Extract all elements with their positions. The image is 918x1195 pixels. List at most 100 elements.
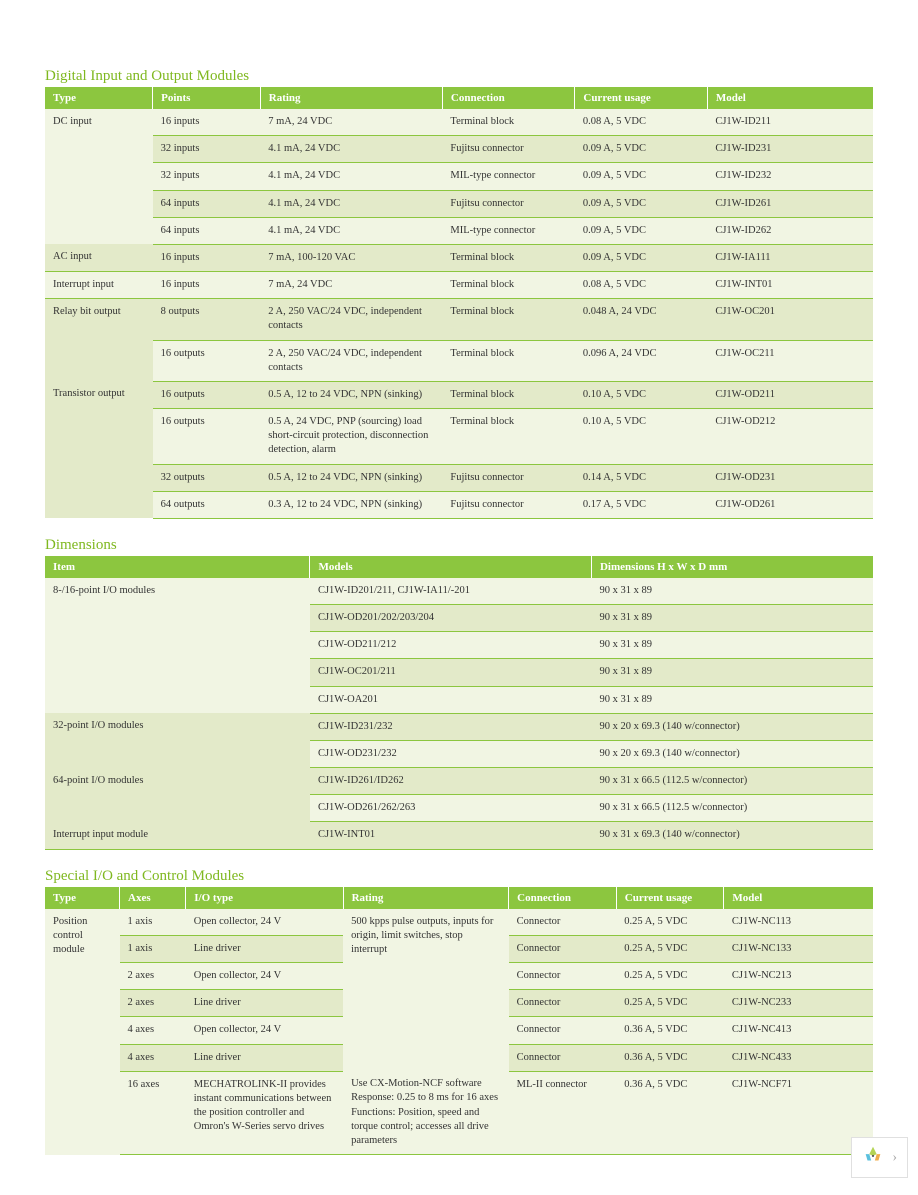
table-cell: Terminal block bbox=[442, 109, 574, 136]
table-cell: DC input bbox=[45, 109, 153, 244]
table-cell: Line driver bbox=[186, 1044, 343, 1071]
section-title-io: Digital Input and Output Modules bbox=[45, 68, 873, 85]
table-cell: MECHATROLINK-II provides instant communi… bbox=[186, 1071, 343, 1154]
table-cell: CJ1W-OD261/262/263 bbox=[310, 795, 592, 822]
table-cell: CJ1W-OD212 bbox=[707, 409, 873, 465]
table-cell: 90 x 31 x 69.3 (140 w/connector) bbox=[591, 822, 873, 849]
table-cell: 0.10 A, 5 VDC bbox=[575, 381, 707, 408]
table-cell: 0.09 A, 5 VDC bbox=[575, 244, 707, 271]
table-row: 64-point I/O modulesCJ1W-ID261/ID26290 x… bbox=[45, 768, 873, 795]
table-cell: 2 A, 250 VAC/24 VDC, independent contact… bbox=[260, 340, 442, 381]
table-cell: 32 inputs bbox=[153, 163, 261, 190]
table-cell: 4.1 mA, 24 VDC bbox=[260, 217, 442, 244]
table-row: AC input16 inputs7 mA, 100-120 VACTermin… bbox=[45, 244, 873, 271]
table-cell: CJ1W-NC233 bbox=[724, 990, 873, 1017]
chevron-right-icon: › bbox=[892, 1150, 897, 1166]
table-row: Relay bit output8 outputs2 A, 250 VAC/24… bbox=[45, 299, 873, 340]
table-row: 64 inputs4.1 mA, 24 VDCFujitsu connector… bbox=[45, 190, 873, 217]
table-cell: CJ1W-IA111 bbox=[707, 244, 873, 271]
table-cell: 90 x 31 x 89 bbox=[591, 686, 873, 713]
table-cell: 0.14 A, 5 VDC bbox=[575, 464, 707, 491]
section-title-special: Special I/O and Control Modules bbox=[45, 868, 873, 885]
column-header: Connection bbox=[509, 887, 617, 909]
table-cell: Fujitsu connector bbox=[442, 136, 574, 163]
table-cell: 0.36 A, 5 VDC bbox=[616, 1044, 724, 1071]
table-cell: Terminal block bbox=[442, 381, 574, 408]
table-cell: Use CX-Motion-NCF software Response: 0.2… bbox=[343, 1071, 509, 1154]
table-cell: 0.36 A, 5 VDC bbox=[616, 1071, 724, 1154]
table-cell: 16 inputs bbox=[153, 109, 261, 136]
table-cell: 0.09 A, 5 VDC bbox=[575, 217, 707, 244]
table-cell: 0.5 A, 12 to 24 VDC, NPN (sinking) bbox=[260, 381, 442, 408]
table-cell: CJ1W-OC201/211 bbox=[310, 659, 592, 686]
table-cell: MIL-type connector bbox=[442, 163, 574, 190]
table-cell: 32 inputs bbox=[153, 136, 261, 163]
table-cell: 90 x 20 x 69.3 (140 w/connector) bbox=[591, 713, 873, 740]
table-cell: CJ1W-OD231 bbox=[707, 464, 873, 491]
table-cell: Connector bbox=[509, 935, 617, 962]
table-cell: CJ1W-NC113 bbox=[724, 909, 873, 936]
table-cell: 0.36 A, 5 VDC bbox=[616, 1017, 724, 1044]
table-cell: 90 x 20 x 69.3 (140 w/connector) bbox=[591, 740, 873, 767]
table-row: 32 outputs0.5 A, 12 to 24 VDC, NPN (sink… bbox=[45, 464, 873, 491]
table-cell: 0.10 A, 5 VDC bbox=[575, 409, 707, 465]
table-cell: CJ1W-ID201/211, CJ1W-IA11/-201 bbox=[310, 578, 592, 605]
table-cell: 90 x 31 x 66.5 (112.5 w/connector) bbox=[591, 795, 873, 822]
table-row: 32 inputs4.1 mA, 24 VDCFujitsu connector… bbox=[45, 136, 873, 163]
table-row: DC input16 inputs7 mA, 24 VDCTerminal bl… bbox=[45, 109, 873, 136]
column-header: Type bbox=[45, 87, 153, 109]
table-cell: 0.25 A, 5 VDC bbox=[616, 935, 724, 962]
table-cell: 16 outputs bbox=[153, 409, 261, 465]
table-cell: 16 axes bbox=[120, 1071, 186, 1154]
table-cell: Connector bbox=[509, 909, 617, 936]
table-cell: CJ1W-ID262 bbox=[707, 217, 873, 244]
table-cell: 4.1 mA, 24 VDC bbox=[260, 190, 442, 217]
table-cell: Terminal block bbox=[442, 244, 574, 271]
table-cell: 4.1 mA, 24 VDC bbox=[260, 163, 442, 190]
table-cell: 16 inputs bbox=[153, 244, 261, 271]
table-cell: Line driver bbox=[186, 935, 343, 962]
table-row: 16 outputs0.5 A, 24 VDC, PNP (sourcing) … bbox=[45, 409, 873, 465]
column-header: Rating bbox=[343, 887, 509, 909]
column-header: Current usage bbox=[575, 87, 707, 109]
table-cell: Connector bbox=[509, 1044, 617, 1071]
table-cell: CJ1W-NC433 bbox=[724, 1044, 873, 1071]
table-cell: 7 mA, 100-120 VAC bbox=[260, 244, 442, 271]
table-cell: 32 outputs bbox=[153, 464, 261, 491]
table-cell: Transistor output bbox=[45, 381, 153, 518]
table-cell: CJ1W-ID232 bbox=[707, 163, 873, 190]
footer-widget[interactable]: › bbox=[851, 1137, 908, 1178]
table-cell: 2 axes bbox=[120, 962, 186, 989]
table-cell: Fujitsu connector bbox=[442, 464, 574, 491]
table-cell: 90 x 31 x 66.5 (112.5 w/connector) bbox=[591, 768, 873, 795]
table-cell: 2 A, 250 VAC/24 VDC, independent contact… bbox=[260, 299, 442, 340]
table-cell: 32-point I/O modules bbox=[45, 713, 310, 767]
table-cell: Connector bbox=[509, 1017, 617, 1044]
table-row: Interrupt input16 inputs7 mA, 24 VDCTerm… bbox=[45, 272, 873, 299]
special-io-table: TypeAxesI/O typeRatingConnectionCurrent … bbox=[45, 887, 873, 1155]
table-cell: CJ1W-NC133 bbox=[724, 935, 873, 962]
table-cell: Fujitsu connector bbox=[442, 190, 574, 217]
table-cell: 0.17 A, 5 VDC bbox=[575, 491, 707, 518]
table-cell: 0.3 A, 12 to 24 VDC, NPN (sinking) bbox=[260, 491, 442, 518]
table-cell: Terminal block bbox=[442, 299, 574, 340]
table-row: 64 outputs0.3 A, 12 to 24 VDC, NPN (sink… bbox=[45, 491, 873, 518]
table-cell: Open collector, 24 V bbox=[186, 909, 343, 936]
table-cell: Connector bbox=[509, 962, 617, 989]
table-cell: CJ1W-OD211/212 bbox=[310, 632, 592, 659]
table-cell: 0.09 A, 5 VDC bbox=[575, 163, 707, 190]
table-cell: Connector bbox=[509, 990, 617, 1017]
table-row: 32 inputs4.1 mA, 24 VDCMIL-type connecto… bbox=[45, 163, 873, 190]
table-cell: 500 kpps pulse outputs, inputs for origi… bbox=[343, 909, 509, 1072]
table-cell: Relay bit output bbox=[45, 299, 153, 382]
column-header: I/O type bbox=[186, 887, 343, 909]
column-header: Model bbox=[724, 887, 873, 909]
table-cell: MIL-type connector bbox=[442, 217, 574, 244]
table-cell: CJ1W-OD211 bbox=[707, 381, 873, 408]
table-cell: 64 outputs bbox=[153, 491, 261, 518]
column-header: Dimensions H x W x D mm bbox=[591, 556, 873, 578]
table-cell: 1 axis bbox=[120, 935, 186, 962]
table-cell: 4 axes bbox=[120, 1044, 186, 1071]
table-cell: AC input bbox=[45, 244, 153, 271]
table-cell: 90 x 31 x 89 bbox=[591, 632, 873, 659]
